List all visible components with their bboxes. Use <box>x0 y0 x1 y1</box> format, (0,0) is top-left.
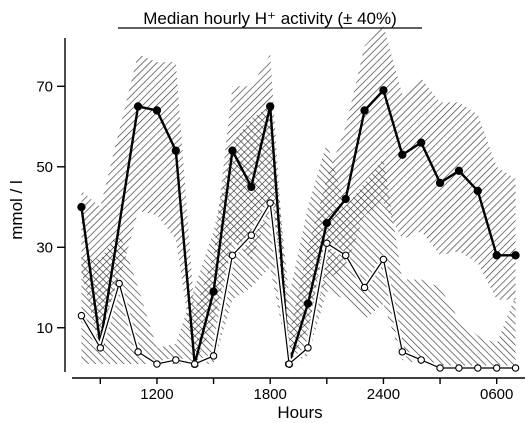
series-2-point <box>228 251 237 260</box>
y-tick-label: 50 <box>36 159 53 176</box>
series-1-point <box>341 194 350 204</box>
series-2-point <box>492 364 501 372</box>
y-tick-label: 30 <box>36 239 53 256</box>
band-series-1 <box>81 25 516 364</box>
series-1-point <box>247 182 256 192</box>
y-axis-label: mmol / l <box>7 180 26 240</box>
series-1-point <box>77 202 86 212</box>
series-2-point <box>304 344 312 352</box>
x-tick-label: 0600 <box>480 386 513 403</box>
series-2-point <box>285 360 293 368</box>
series-2-point <box>511 364 520 372</box>
chart-title: Median hourly H⁺ activity (± 40%) <box>143 9 397 28</box>
series-1-point <box>171 146 180 155</box>
x-tick-label: 1800 <box>254 386 287 403</box>
x-tick-label: 2400 <box>367 386 400 403</box>
series-2-point <box>115 279 123 288</box>
x-ticks: 1200 1800 2400 0600 <box>99 378 513 403</box>
series-layer <box>77 86 520 372</box>
y-tick-label: 70 <box>36 78 53 95</box>
series-2-point <box>379 255 388 264</box>
series-2-point <box>77 311 86 320</box>
series-1-point <box>511 251 520 260</box>
series-2-point <box>323 239 331 247</box>
series-1-point <box>398 150 407 159</box>
series-2-point <box>417 356 425 364</box>
series-2-point <box>172 356 180 364</box>
series-2-point <box>360 283 369 292</box>
series-1-point <box>379 86 388 95</box>
series-1-point <box>303 299 313 308</box>
series-2-point <box>266 199 274 207</box>
series-2-point <box>341 251 350 260</box>
series-1-point <box>322 218 331 228</box>
series-2-point <box>455 364 463 372</box>
series-2-point <box>96 344 105 352</box>
series-1-point <box>435 178 445 188</box>
series-2-point <box>474 364 482 372</box>
series-1-point <box>266 102 275 111</box>
series-1-point <box>492 251 501 260</box>
series-2-point <box>153 360 161 368</box>
series-1-point <box>133 102 143 111</box>
series-1-point <box>228 146 237 155</box>
series-2-point <box>209 352 218 360</box>
series-2-point <box>134 348 142 356</box>
series-1-point <box>473 186 482 196</box>
x-axis-label: Hours <box>277 403 322 422</box>
series-1-point <box>152 106 162 115</box>
uncertainty-bands <box>81 25 516 368</box>
series-2-point <box>190 360 199 368</box>
y-ticks: 10 30 50 70 <box>36 78 65 337</box>
series-1-point <box>360 106 369 115</box>
series-2-point <box>398 348 407 356</box>
series-2-point <box>247 231 256 239</box>
y-tick-label: 10 <box>36 320 53 337</box>
series-1-point <box>209 287 218 296</box>
series-1-point <box>417 138 426 147</box>
series-2-point <box>436 364 444 372</box>
series-1-point <box>454 166 464 175</box>
x-tick-label: 1200 <box>140 386 173 403</box>
